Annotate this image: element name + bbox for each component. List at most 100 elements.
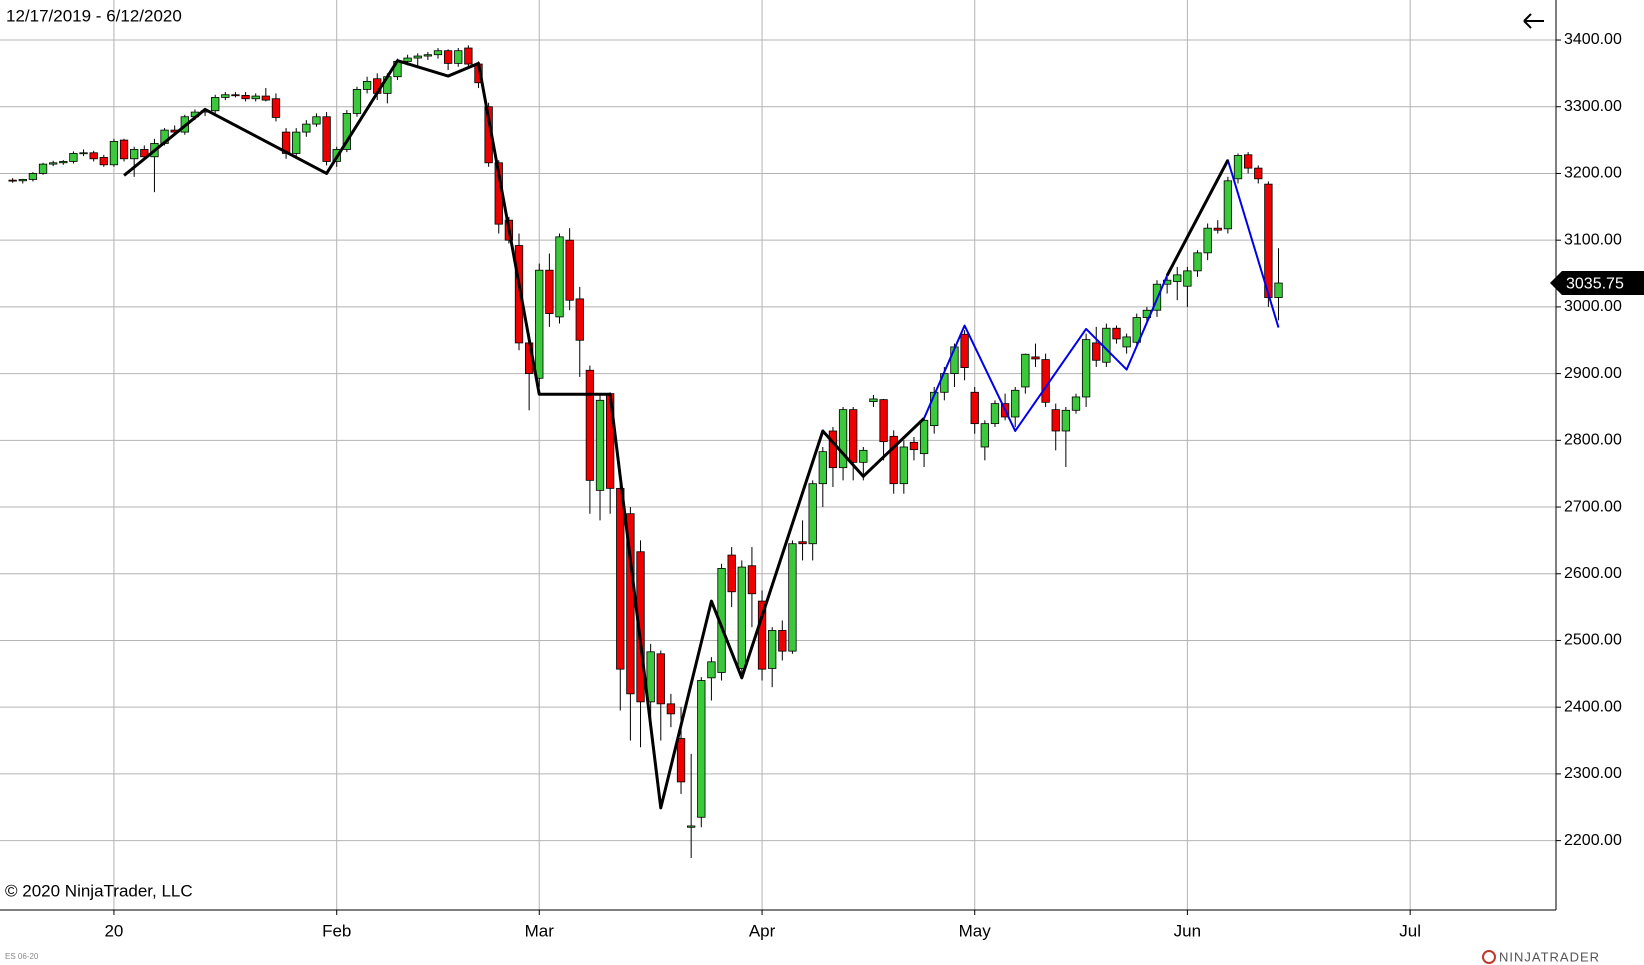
candle-body [362, 80, 372, 90]
candle-body [919, 419, 929, 455]
y-tick-label: 2800.00 [1564, 432, 1622, 449]
candle-body [565, 239, 574, 301]
x-tick-label: Feb [322, 921, 351, 940]
y-tick-label: 2700.00 [1564, 498, 1622, 515]
x-tick-label: Jul [1399, 921, 1421, 940]
candle-body [697, 680, 706, 818]
candle-body [585, 369, 595, 481]
y-tick-label: 3200.00 [1564, 165, 1622, 182]
candle-body [49, 162, 58, 165]
candle-body [879, 399, 888, 443]
x-tick-label: Jun [1174, 921, 1201, 940]
candle-body [69, 153, 78, 162]
candle-body [778, 630, 787, 652]
y-tick-label: 3400.00 [1564, 31, 1622, 48]
plot [8, 45, 1283, 858]
candle-body [545, 269, 554, 314]
date-range: 12/17/2019 - 6/12/2020 [6, 6, 182, 25]
candle-body [1203, 227, 1212, 254]
candle-body [575, 298, 584, 341]
candle-body [1173, 274, 1182, 282]
candle-body [687, 825, 696, 828]
candle-body [1112, 327, 1121, 340]
candle-body [1081, 339, 1091, 398]
y-tick-label: 2300.00 [1564, 765, 1622, 782]
candle-body [869, 398, 878, 403]
candle-body [555, 236, 564, 318]
candle-body [1051, 409, 1060, 432]
candle-body [312, 116, 321, 125]
x-tick-label: Apr [749, 921, 776, 940]
candle-body [59, 161, 68, 164]
candle-body [1132, 317, 1141, 343]
candle-body [89, 152, 98, 160]
copyright: © 2020 NinjaTrader, LLC [5, 881, 193, 900]
candle-body [130, 149, 139, 160]
y-tick-label: 2400.00 [1564, 698, 1622, 715]
brand-logo: NINJATRADER [1499, 949, 1600, 964]
candle-body [423, 54, 433, 57]
instrument-label: ES 06-20 [5, 952, 39, 961]
price-marker [1550, 271, 1644, 296]
price-marker-label: 3035.75 [1566, 275, 1624, 292]
candle-body [626, 513, 635, 695]
zigzag-line [123, 59, 1230, 810]
candle-body [413, 55, 422, 59]
candle-body [1243, 154, 1253, 169]
candle-body [1264, 183, 1273, 298]
y-tick-label: 3100.00 [1564, 231, 1622, 248]
candle-body [514, 245, 524, 344]
candle-body [737, 566, 746, 669]
candle-body [292, 131, 301, 154]
candle-body [464, 47, 473, 65]
candle-body [1061, 409, 1071, 432]
candle-body [666, 703, 676, 715]
candle-body [535, 269, 544, 379]
candle-body [1213, 227, 1222, 231]
candle-body [302, 123, 311, 133]
candle-body [980, 423, 989, 448]
candle-body [859, 449, 868, 463]
candle-body [1092, 342, 1101, 361]
candle-body [930, 391, 939, 427]
candle-body [1233, 155, 1243, 180]
candle-body [970, 391, 979, 425]
candle-body [221, 94, 230, 98]
candle-body [798, 541, 807, 545]
candle-body [433, 50, 443, 56]
candle-body [849, 409, 858, 463]
brand-icon [1482, 950, 1496, 964]
y-tick-label: 3000.00 [1564, 298, 1622, 315]
candle-body [443, 50, 453, 64]
candle-body [28, 173, 38, 180]
candle-body [140, 149, 149, 158]
candle-body [1274, 282, 1283, 298]
candle-body [109, 141, 119, 166]
candle-body [818, 451, 827, 485]
candle-body [1071, 396, 1081, 411]
x-tick-label: Mar [525, 921, 555, 940]
candle-body [1011, 389, 1020, 418]
candle-body [960, 333, 969, 369]
candle-body [646, 651, 655, 703]
candle-body [1223, 180, 1233, 230]
candle-body [1254, 167, 1263, 180]
candle-body [1183, 270, 1192, 287]
y-tick-label: 2600.00 [1564, 565, 1622, 582]
candle-body [79, 152, 88, 155]
candle-body [990, 403, 1000, 425]
y-tick-label: 2900.00 [1564, 365, 1622, 382]
back-button[interactable] [1523, 13, 1544, 29]
candle-body [18, 179, 27, 182]
candle-body [342, 113, 351, 150]
candle-body [1193, 252, 1202, 272]
candle-body [707, 661, 716, 679]
candle-body [1021, 353, 1030, 388]
candle-body [8, 179, 17, 182]
grid [0, 0, 1561, 915]
candle-body [1041, 359, 1050, 403]
candle-body [909, 441, 919, 451]
candle-body [211, 97, 220, 112]
